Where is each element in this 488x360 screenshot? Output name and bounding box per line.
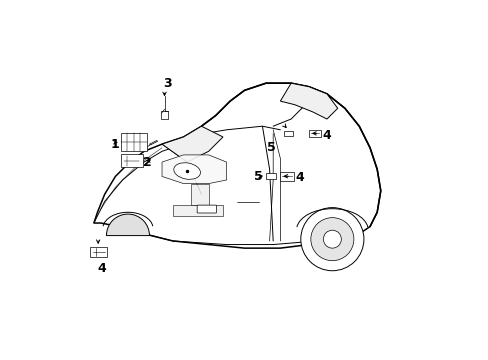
FancyBboxPatch shape (121, 154, 142, 167)
Polygon shape (149, 140, 158, 145)
Text: 4: 4 (97, 262, 106, 275)
Text: 2: 2 (142, 156, 151, 169)
Circle shape (310, 218, 353, 261)
Polygon shape (162, 126, 223, 162)
Polygon shape (172, 205, 223, 216)
Bar (280, 172, 293, 181)
Bar (89, 247, 106, 257)
Circle shape (323, 230, 341, 248)
Wedge shape (106, 214, 149, 235)
Polygon shape (280, 83, 337, 119)
Bar (284, 131, 293, 136)
Text: 4: 4 (322, 129, 331, 142)
Circle shape (300, 208, 363, 271)
FancyBboxPatch shape (121, 134, 146, 151)
Text: 1: 1 (110, 138, 119, 150)
Text: 5: 5 (266, 141, 275, 154)
Polygon shape (190, 184, 208, 205)
Text: 5: 5 (254, 170, 263, 183)
Polygon shape (94, 83, 380, 248)
FancyBboxPatch shape (197, 205, 216, 213)
Bar (308, 130, 321, 137)
Text: 4: 4 (295, 171, 304, 184)
Polygon shape (162, 155, 226, 184)
Text: 3: 3 (163, 77, 171, 90)
Ellipse shape (173, 163, 200, 179)
Bar (161, 111, 167, 119)
Bar (265, 173, 276, 179)
